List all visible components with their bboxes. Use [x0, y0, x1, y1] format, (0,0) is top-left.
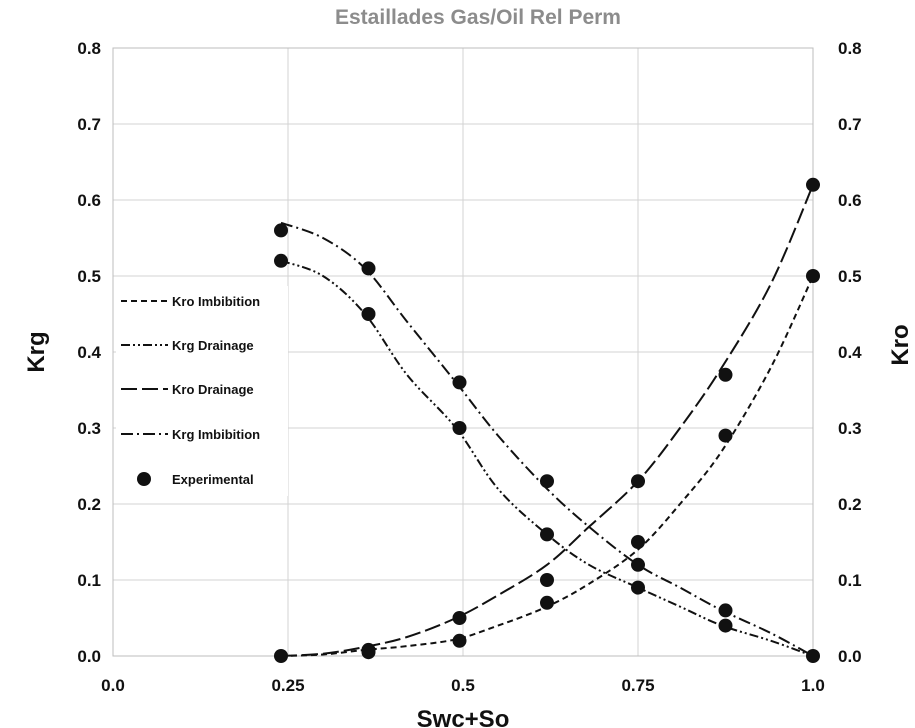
legend-background	[116, 286, 288, 496]
plot-area	[112, 47, 814, 657]
legend-label: Kro Drainage	[172, 382, 254, 397]
y-tick-label-left: 0.2	[77, 495, 101, 514]
experimental-point	[631, 580, 645, 595]
x-tick-label: 0.25	[271, 676, 304, 695]
y-tick-label-right: 0.0	[838, 647, 862, 666]
experimental-point	[540, 573, 554, 587]
y-tick-label-left: 0.0	[77, 647, 101, 666]
legend-label: Kro Imbibition	[172, 294, 260, 309]
legend-marker-experimental	[137, 472, 151, 486]
experimental-point	[806, 177, 820, 192]
experimental-point	[540, 527, 554, 542]
legend: Kro Imbibition Krg Drainage Kro Drainage Kr…	[116, 286, 288, 496]
series-line-krg-imbibition	[280, 221, 814, 657]
x-axis-label: Swc+So	[417, 706, 510, 728]
experimental-point	[452, 611, 467, 625]
y-tick-label-left: 0.1	[77, 571, 101, 590]
experimental-point	[806, 649, 820, 663]
legend-label: Experimental	[172, 472, 254, 487]
experimental-point	[452, 375, 467, 390]
y-tick-label-right: 0.5	[838, 267, 862, 286]
x-tick-label: 1.0	[801, 676, 825, 695]
legend-label: Krg Drainage	[172, 338, 254, 353]
y-tick-label-right: 0.1	[838, 571, 862, 590]
legend-label: Krg Imbibition	[172, 427, 260, 442]
y-tick-label-right: 0.8	[838, 39, 862, 58]
experimental-point	[718, 367, 733, 382]
experimental-point	[452, 633, 467, 648]
x-tick-label: 0.5	[451, 676, 475, 695]
experimental-point	[540, 474, 554, 489]
experimental-point	[631, 557, 645, 572]
y-tick-label-right: 0.2	[838, 495, 862, 514]
x-axis-ticks: 0.0 0.25 0.5 0.75 1.0	[101, 676, 825, 695]
y-axis-label-left: Krg	[23, 331, 50, 372]
y-tick-label-left: 0.6	[77, 191, 101, 210]
experimental-point	[361, 307, 376, 321]
x-tick-label: 0.0	[101, 676, 125, 695]
y-tick-label-left: 0.4	[77, 343, 101, 362]
y-tick-label-left: 0.5	[77, 267, 101, 286]
experimental-point	[718, 618, 733, 633]
experimental-point	[361, 261, 376, 276]
right-axis-ticks: 0.0 0.1 0.2 0.3 0.4 0.5 0.6 0.7 0.8	[838, 39, 862, 666]
experimental-point	[806, 269, 820, 283]
y-axis-label-right: Kro	[887, 324, 914, 365]
experimental-point	[274, 253, 288, 268]
left-axis-ticks: 0.0 0.1 0.2 0.3 0.4 0.5 0.6 0.7 0.8	[77, 39, 101, 666]
experimental-point	[631, 474, 645, 489]
y-tick-label-left: 0.7	[77, 115, 101, 134]
y-tick-label-right: 0.4	[838, 343, 862, 362]
experimental-point	[274, 649, 288, 663]
experimental-point	[361, 645, 376, 660]
experimental-point	[718, 603, 733, 618]
y-tick-label-right: 0.3	[838, 419, 862, 438]
experimental-point	[631, 535, 645, 549]
y-tick-label-right: 0.7	[838, 115, 862, 134]
experimental-point	[540, 595, 554, 610]
chart-title: Estaillades Gas/Oil Rel Perm	[335, 6, 621, 29]
experimental-points	[274, 177, 820, 663]
experimental-point	[452, 421, 467, 435]
experimental-point	[718, 428, 733, 443]
y-tick-label-left: 0.8	[77, 39, 101, 58]
experimental-point	[274, 223, 288, 238]
y-tick-label-right: 0.6	[838, 191, 862, 210]
x-tick-label: 0.75	[621, 676, 654, 695]
y-tick-label-left: 0.3	[77, 419, 101, 438]
